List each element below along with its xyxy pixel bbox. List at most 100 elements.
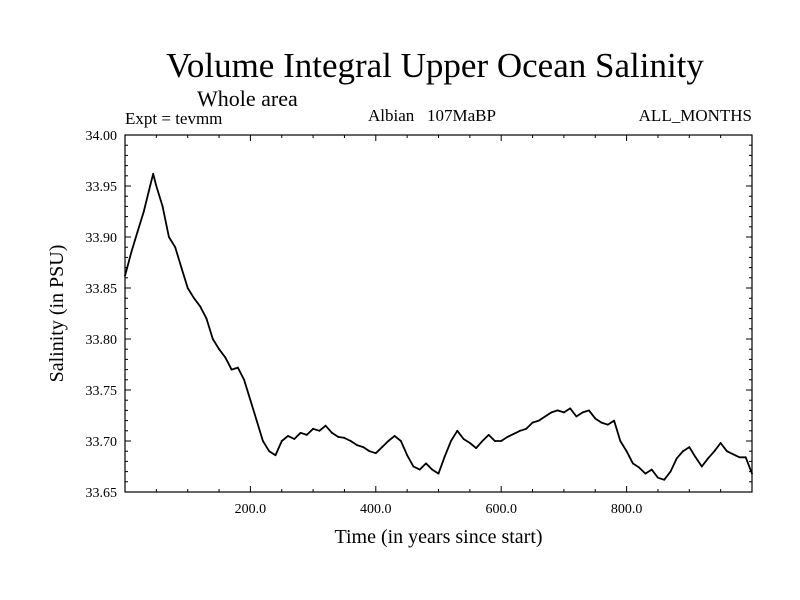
data-point (550, 411, 553, 414)
data-point (512, 432, 515, 435)
data-point (525, 427, 528, 430)
data-point (506, 436, 509, 438)
data-point (180, 266, 183, 269)
data-point (299, 431, 302, 434)
x-axis-label: Time (in years since start) (334, 526, 542, 548)
data-point (387, 440, 390, 442)
data-point (211, 338, 214, 340)
data-point (149, 185, 151, 187)
data-point (644, 472, 647, 475)
data-point (500, 440, 503, 442)
data-point (274, 454, 277, 457)
data-point (707, 457, 710, 460)
data-point (519, 429, 521, 432)
data-point (456, 429, 459, 432)
data-point (663, 478, 666, 481)
data-point (638, 466, 641, 469)
data-point (318, 429, 321, 432)
data-point (657, 476, 659, 479)
data-point (280, 440, 283, 442)
y-axis-label: Salinity (in PSU) (46, 245, 68, 383)
data-point (406, 454, 409, 457)
y-tick-label: 33.75 (86, 384, 118, 399)
data-point (174, 246, 177, 249)
data-point (142, 210, 145, 213)
data-point (393, 435, 396, 437)
data-point (688, 446, 691, 449)
data-point (600, 421, 603, 424)
data-point (337, 436, 340, 438)
data-point (569, 407, 572, 410)
data-point (468, 442, 471, 444)
data-point (262, 440, 264, 442)
data-point (713, 450, 716, 453)
data-point (450, 440, 452, 442)
data-point (437, 472, 440, 475)
data-point (487, 433, 490, 436)
data-point (167, 236, 170, 238)
data-point (399, 440, 402, 442)
data-point (588, 409, 590, 412)
data-point (418, 468, 421, 471)
data-point (305, 433, 308, 436)
data-point (694, 456, 697, 459)
data-point (719, 442, 722, 444)
data-point (575, 415, 578, 418)
y-tick-label: 34.00 (86, 129, 118, 144)
months-label: ALL_MONTHS (638, 106, 752, 125)
y-tick-label: 33.90 (86, 231, 118, 246)
data-point (368, 450, 371, 453)
data-point (700, 465, 703, 468)
data-point (732, 453, 735, 456)
data-point (230, 368, 233, 371)
chart-title: Volume Integral Upper Ocean Salinity (166, 46, 704, 85)
data-point (682, 450, 684, 453)
chart-subtitle: Whole area (197, 86, 298, 111)
data-point (152, 172, 155, 175)
data-point (218, 348, 220, 351)
data-point (462, 438, 465, 440)
data-point (155, 185, 158, 187)
x-tick-label: 600.0 (485, 502, 517, 517)
data-point (669, 470, 672, 473)
data-point (193, 297, 195, 300)
data-point (287, 435, 289, 437)
x-tick-label: 400.0 (360, 502, 392, 517)
data-point (625, 450, 628, 453)
data-point (243, 378, 246, 381)
data-point (531, 421, 534, 424)
y-tick-label: 33.65 (86, 486, 118, 501)
data-point (425, 462, 427, 465)
data-point (374, 452, 377, 455)
data-point (324, 424, 327, 427)
data-point (581, 411, 584, 414)
data-point (161, 205, 164, 208)
x-tick-label: 200.0 (235, 502, 267, 517)
data-point (255, 419, 258, 422)
y-tick-label: 33.85 (86, 282, 118, 297)
data-point (631, 462, 634, 465)
data-point (199, 305, 202, 308)
y-tick-label: 33.95 (86, 180, 118, 195)
data-point (224, 356, 227, 359)
data-point (381, 446, 383, 449)
data-point (356, 444, 358, 446)
data-point (675, 457, 678, 460)
data-point (613, 419, 615, 422)
data-point (556, 409, 559, 412)
data-point (481, 440, 484, 442)
data-point (563, 411, 565, 414)
y-tick-label: 33.80 (86, 333, 118, 348)
data-point (331, 431, 333, 434)
data-point (443, 455, 446, 458)
data-point (124, 274, 126, 277)
plot-frame (124, 134, 753, 493)
data-point (130, 251, 133, 254)
x-tick-label: 800.0 (611, 502, 643, 517)
data-point (186, 287, 189, 289)
data-point (537, 419, 540, 422)
data-point (606, 423, 609, 426)
y-tick-label: 33.70 (86, 435, 118, 450)
data-point (343, 437, 346, 439)
